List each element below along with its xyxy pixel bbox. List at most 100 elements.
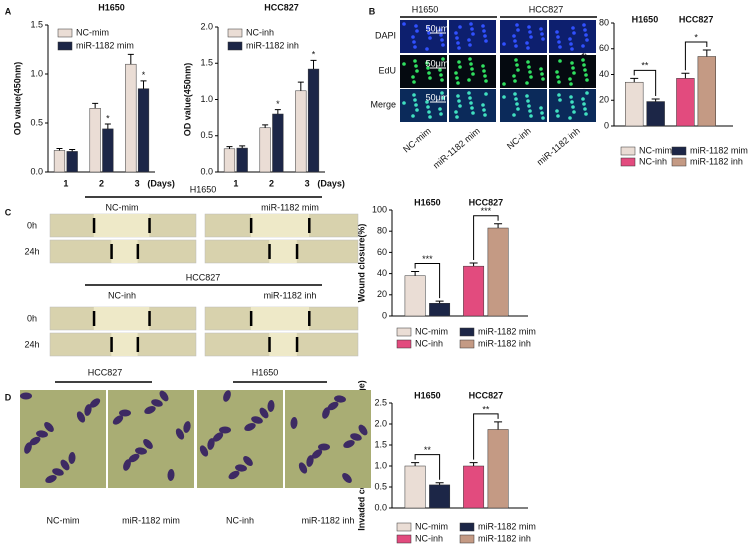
error-bar xyxy=(92,102,99,109)
cell xyxy=(526,60,530,64)
cell xyxy=(540,32,544,36)
cell xyxy=(528,30,532,34)
wound-edge xyxy=(249,218,253,233)
group-label: H1650 xyxy=(632,14,659,24)
row-label: 24h xyxy=(24,246,39,256)
legend-swatch xyxy=(396,534,412,544)
invaded-cell xyxy=(207,438,215,450)
significance: * xyxy=(142,70,146,80)
cell xyxy=(558,45,562,49)
error-bar xyxy=(435,482,444,485)
cell xyxy=(482,69,486,73)
cell xyxy=(439,73,443,77)
cell xyxy=(512,74,516,78)
micrograph xyxy=(400,20,447,53)
invaded-cell xyxy=(350,433,362,441)
cell xyxy=(481,103,485,107)
cell xyxy=(570,100,574,104)
wound-edge xyxy=(136,244,140,259)
error-bar xyxy=(262,124,269,128)
invaded-cell xyxy=(68,452,76,464)
significance: * xyxy=(694,32,698,42)
cell xyxy=(571,105,575,109)
wound-edge xyxy=(249,311,253,326)
bar xyxy=(429,303,451,317)
cell xyxy=(571,66,575,70)
cell xyxy=(527,25,531,29)
cell-line-label: H1650 xyxy=(412,4,439,14)
cell xyxy=(585,78,589,82)
invaded-cell xyxy=(223,390,231,402)
wound-gap xyxy=(250,214,310,237)
cell xyxy=(516,107,520,111)
cell xyxy=(440,38,444,42)
legend-label: NC-inh xyxy=(415,338,443,348)
invaded-cell xyxy=(219,426,231,434)
cell xyxy=(570,61,574,65)
row-label: DAPI xyxy=(375,30,396,40)
invaded-cell xyxy=(358,424,368,436)
cell xyxy=(581,97,585,101)
legend-swatch xyxy=(459,339,475,349)
cell xyxy=(469,62,473,66)
cell xyxy=(513,92,517,96)
cell xyxy=(581,58,585,62)
error-bar xyxy=(411,462,420,466)
error-bar xyxy=(274,109,281,114)
cell xyxy=(584,112,588,116)
micrograph xyxy=(500,89,547,122)
row-label: 24h xyxy=(24,339,39,349)
cell xyxy=(414,24,418,28)
wound-gap xyxy=(250,307,310,330)
cell xyxy=(411,75,415,79)
invaded-cell xyxy=(343,440,355,448)
cell xyxy=(441,43,445,47)
significance: * xyxy=(312,50,316,60)
cell xyxy=(541,77,545,81)
invaded-cell xyxy=(327,401,339,411)
cell xyxy=(428,115,432,119)
bar xyxy=(272,113,284,173)
cell xyxy=(411,114,415,118)
legend-swatch xyxy=(227,28,243,38)
micrograph xyxy=(500,20,547,53)
legend-label: miR-1182 mim xyxy=(478,521,536,531)
invaded-cell xyxy=(243,456,253,466)
invaded-cell xyxy=(322,407,330,419)
cell xyxy=(415,108,419,112)
cell xyxy=(514,44,518,48)
cell xyxy=(411,35,415,39)
y-axis-label: OD value(450nm) xyxy=(182,63,192,137)
cell xyxy=(454,31,458,35)
cell xyxy=(572,71,576,75)
error-bar xyxy=(630,77,639,83)
y-tick-label: 2.0 xyxy=(374,418,387,428)
cell xyxy=(555,70,559,74)
legend-label: NC-mim xyxy=(639,145,672,155)
cell xyxy=(413,98,417,102)
panel-label: C xyxy=(5,207,12,217)
y-tick-label: 40 xyxy=(599,69,609,79)
cell xyxy=(582,63,586,67)
legend-label: NC-inh xyxy=(246,27,274,37)
wound-edge xyxy=(136,337,140,352)
invaded-cell xyxy=(128,453,140,463)
cell xyxy=(471,72,475,76)
cell xyxy=(541,116,545,120)
x-tick-label: 2 xyxy=(99,178,104,188)
invaded-cell xyxy=(311,449,323,459)
column-label: miR-1182 inh xyxy=(535,126,582,168)
cell xyxy=(425,61,429,65)
legend-label: miR-1182 inh xyxy=(478,533,531,543)
y-tick-label: 1.5 xyxy=(30,19,43,29)
invaded-cell xyxy=(159,390,169,402)
cell xyxy=(457,99,461,103)
y-tick-label: 1.5 xyxy=(200,58,213,68)
legend-swatch xyxy=(620,157,636,167)
cell xyxy=(468,43,472,47)
x-tick-label: 3 xyxy=(135,178,140,188)
bar xyxy=(404,275,426,317)
y-axis-label: Wound closure(%) xyxy=(356,224,366,303)
y-tick-label: 20 xyxy=(377,289,387,299)
error-bar xyxy=(310,59,317,70)
